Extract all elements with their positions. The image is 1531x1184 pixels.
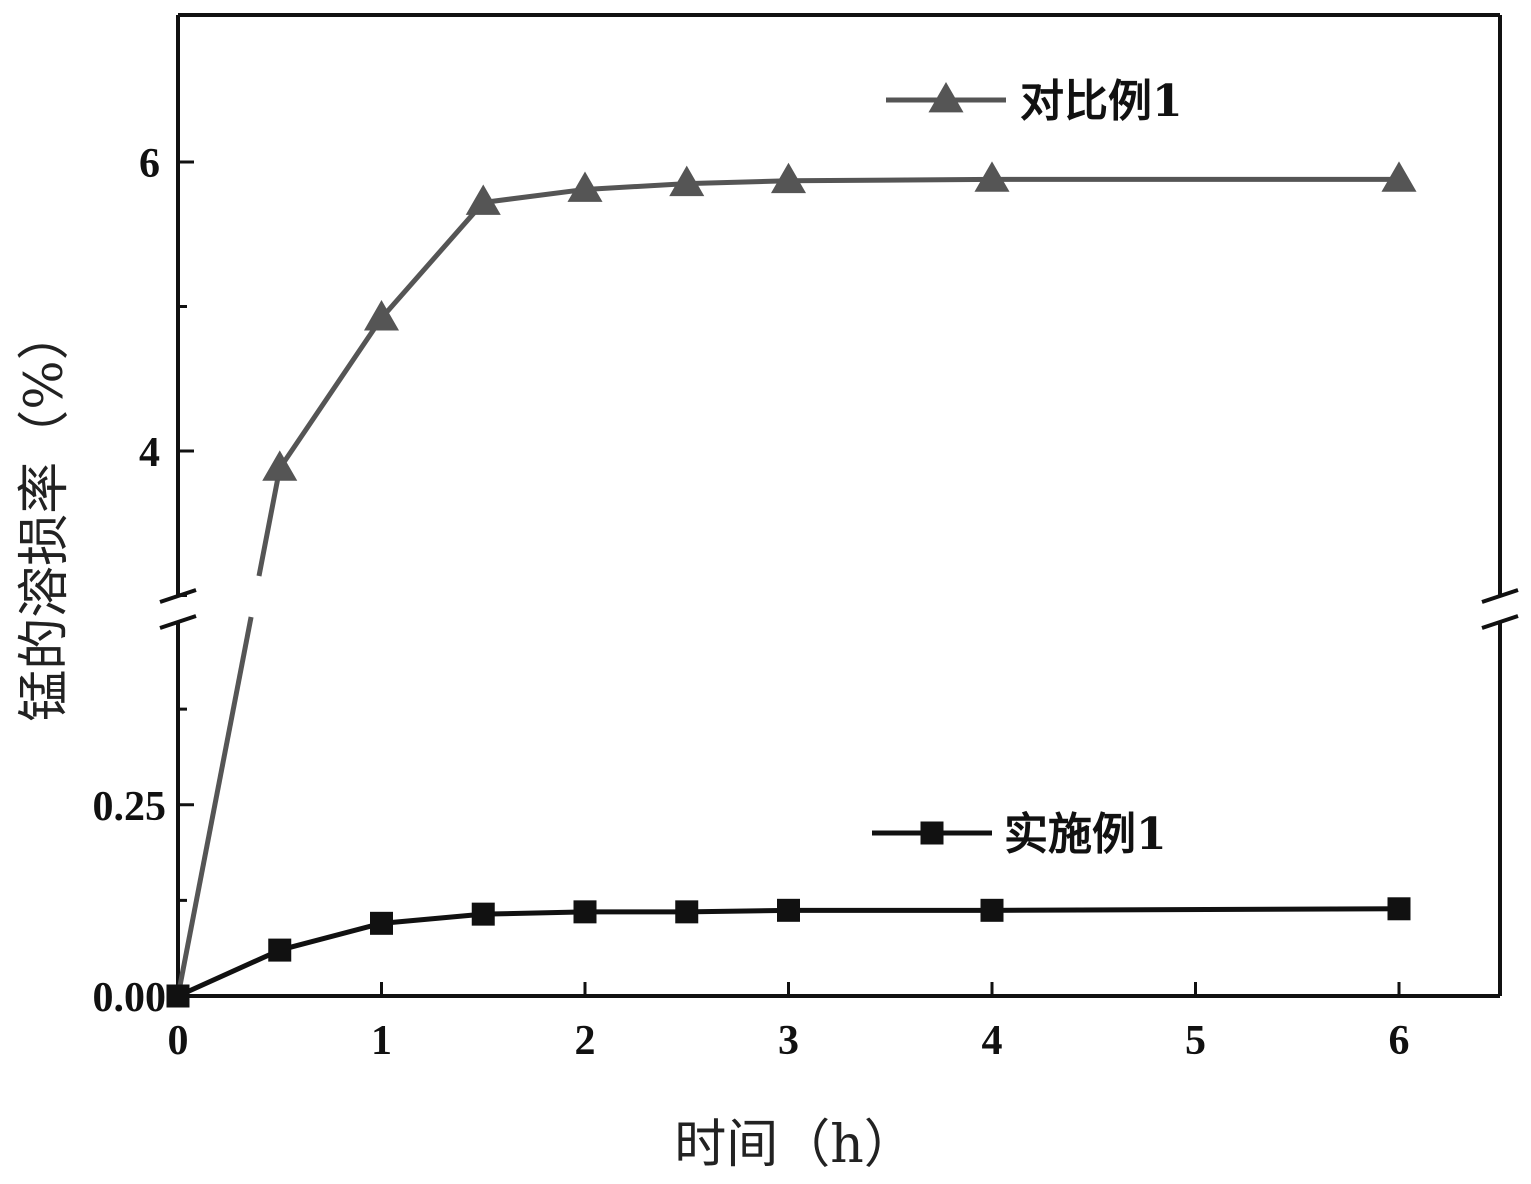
series-1-point-0 (167, 985, 189, 1007)
x-tick-label-1: 1 (371, 1018, 392, 1064)
x-tick-label-3: 3 (778, 1018, 799, 1064)
y-tick-label-upper-1: 6 (139, 141, 160, 187)
x-axis-title: 时间（h） (674, 1115, 916, 1175)
series-1-point-8 (1388, 898, 1410, 920)
legend-label-1: 实施例1 (1004, 809, 1167, 860)
legend-label-0: 对比例1 (1020, 76, 1183, 127)
y-axis-title: 锰的溶损率（%） (15, 308, 75, 721)
legend-marker-1 (921, 822, 943, 844)
series-1-point-3 (472, 903, 494, 925)
x-tick-label-0: 0 (168, 1018, 189, 1064)
y-tick-label-lower-1: 0.25 (93, 784, 167, 830)
x-tick-label-2: 2 (575, 1018, 596, 1064)
y-tick-label-lower-0: 0.00 (93, 975, 167, 1021)
series-1-point-2 (371, 912, 393, 934)
x-tick-label-6: 6 (1389, 1018, 1410, 1064)
y-tick-label-upper-0: 4 (139, 430, 160, 476)
x-tick-label-5: 5 (1185, 1018, 1206, 1064)
series-1-point-6 (778, 899, 800, 921)
series-1-point-5 (676, 901, 698, 923)
series-1-point-4 (574, 901, 596, 923)
series-1-point-7 (981, 899, 1003, 921)
series-1-point-1 (269, 939, 291, 961)
x-tick-label-4: 4 (982, 1018, 1003, 1064)
